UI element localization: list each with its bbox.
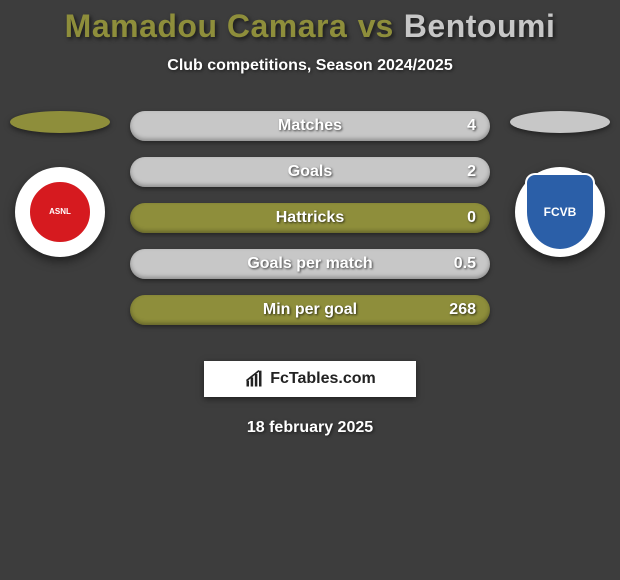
stat-value-right: 0 — [467, 203, 476, 233]
stat-value-right: 268 — [449, 295, 476, 325]
player1-crest: ASNL — [15, 167, 105, 257]
comparison-title: Mamadou Camara vs Bentoumi — [0, 0, 620, 45]
stat-row: Goals 2 — [130, 157, 490, 187]
stat-row: Min per goal 268 — [130, 295, 490, 325]
stat-label: Hattricks — [276, 203, 344, 233]
stat-label: Goals — [288, 157, 332, 187]
player2-name: Bentoumi — [404, 8, 556, 44]
stat-label: Goals per match — [247, 249, 372, 279]
stat-value-right: 4 — [467, 111, 476, 141]
subtitle: Club competitions, Season 2024/2025 — [0, 57, 620, 75]
player1-crest-label: ASNL — [49, 208, 71, 216]
stat-row: Hattricks 0 — [130, 203, 490, 233]
stat-value-right: 0.5 — [454, 249, 476, 279]
date-label: 18 february 2025 — [0, 419, 620, 437]
stat-row: Matches 4 — [130, 111, 490, 141]
player2-crest: FCVB — [515, 167, 605, 257]
player1-name: Mamadou Camara — [65, 8, 348, 44]
stat-value-right: 2 — [467, 157, 476, 187]
stat-row: Goals per match 0.5 — [130, 249, 490, 279]
player2-column: FCVB — [510, 111, 610, 257]
player2-ellipse — [510, 111, 610, 133]
chart-icon — [244, 369, 264, 389]
player2-crest-label: FCVB — [544, 206, 577, 218]
player1-ellipse — [10, 111, 110, 133]
stat-rows: Matches 4 Goals 2 Hattricks 0 Goals per match 0… — [130, 111, 490, 341]
player2-crest-inner: FCVB — [525, 173, 595, 251]
stat-label: Min per goal — [263, 295, 357, 325]
comparison-body: ASNL FCVB Matches 4 Goals 2 Hattricks 0 Goals … — [0, 111, 620, 341]
site-label: FcTables.com — [270, 370, 376, 388]
player1-crest-inner: ASNL — [27, 179, 93, 245]
player1-column: ASNL — [10, 111, 110, 257]
stat-label: Matches — [278, 111, 342, 141]
site-badge: FcTables.com — [204, 361, 416, 397]
vs-label: vs — [358, 8, 394, 44]
